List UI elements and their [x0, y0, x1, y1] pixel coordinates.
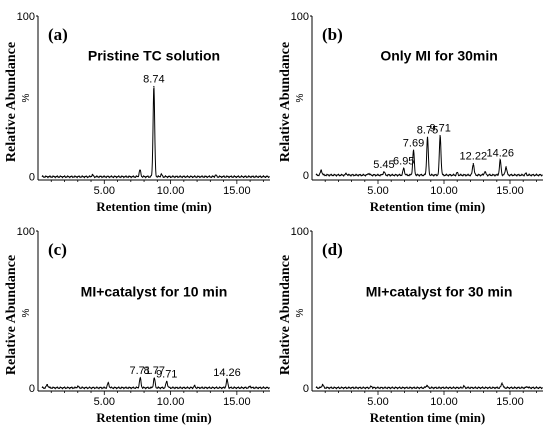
y-unit-label: %: [295, 93, 306, 102]
chart-annotation: MI+catalyst for 10 min: [81, 284, 228, 300]
x-axis-label: Retention time (min): [370, 410, 486, 425]
peak-label: 5.45: [373, 159, 394, 171]
x-tick-label: 15.00: [496, 396, 524, 408]
peak-label: 14.26: [486, 147, 514, 159]
peak-label: 9.71: [156, 368, 177, 380]
y-tick-label: 0: [303, 383, 309, 395]
y-tick-label: 0: [29, 383, 35, 395]
chart-annotation: MI+catalyst for 30 min: [366, 284, 513, 300]
x-tick-label: 15.00: [223, 396, 251, 408]
peak-point: [501, 382, 503, 384]
peak-label: 14.26: [213, 367, 241, 379]
x-tick-label: 15.00: [496, 185, 524, 197]
peak-point: [383, 171, 385, 173]
peak-point: [484, 171, 486, 173]
peak-label: 12.22: [460, 151, 488, 163]
x-tick-label: 10.00: [430, 185, 458, 197]
x-tick-label: 15.00: [223, 185, 251, 197]
y-unit-label: %: [21, 308, 32, 317]
y-tick-label: 100: [17, 11, 35, 23]
x-axis-label: Retention time (min): [96, 410, 212, 425]
x-tick-label: 10.00: [157, 185, 185, 197]
y-tick-label: 0: [303, 170, 309, 182]
peak-point: [412, 149, 415, 152]
peak-point: [107, 382, 109, 384]
peak-label: 8.77: [144, 365, 165, 377]
chromatogram-trace: [315, 382, 543, 390]
x-tick-label: 10.00: [157, 396, 185, 408]
peak-label: 8.74: [143, 74, 164, 86]
x-tick-label: 5.00: [94, 396, 115, 408]
panel-label: (b): [322, 25, 343, 44]
peak-point: [139, 169, 141, 171]
peak-point: [139, 377, 141, 379]
peak-point: [426, 136, 429, 138]
peak-label: 7.69: [403, 137, 424, 149]
y-unit-label: %: [295, 308, 306, 317]
peak-point: [403, 167, 405, 170]
y-axis-label: Relative Abundance: [4, 42, 19, 162]
y-tick-label: 100: [291, 11, 309, 23]
peak-point: [46, 384, 48, 386]
peak-point: [499, 159, 501, 161]
chart-annotation: Pristine TC solution: [88, 47, 220, 63]
peak-label: 9.71: [429, 123, 450, 135]
panel-label: (d): [322, 240, 343, 259]
x-axis-label: Retention time (min): [370, 199, 486, 214]
y-tick-label: 100: [291, 226, 309, 238]
peak-point: [226, 379, 228, 381]
peak-point: [166, 380, 168, 382]
peak-point: [320, 169, 322, 171]
peak-point: [505, 166, 507, 168]
x-tick-label: 5.00: [94, 185, 115, 197]
peak-label: 7.71: [130, 365, 151, 377]
y-axis-label: Relative Abundance: [4, 255, 19, 375]
peak-point: [321, 384, 324, 386]
chromatogram-trace: [41, 376, 270, 390]
y-axis-label: Relative Abundance: [278, 42, 293, 162]
y-tick-label: 0: [29, 172, 35, 184]
chromatogram-trace: [315, 134, 543, 177]
peak-label: 8.75: [417, 124, 438, 136]
x-axis-label: Retention time (min): [96, 199, 212, 214]
x-tick-label: 5.00: [367, 396, 388, 408]
chart-annotation: Only MI for 30min: [380, 47, 497, 63]
y-unit-label: %: [21, 93, 32, 102]
y-tick-label: 100: [17, 226, 35, 238]
peak-point: [426, 384, 428, 386]
x-tick-label: 10.00: [430, 396, 458, 408]
peak-point: [439, 135, 441, 137]
y-axis-label: Relative Abundance: [278, 255, 293, 375]
x-tick-label: 5.00: [367, 185, 388, 197]
peak-point: [472, 163, 474, 165]
chromatogram-trace: [41, 87, 270, 179]
panel-label: (a): [48, 25, 68, 44]
peak-point: [153, 85, 155, 88]
peak-point: [153, 377, 155, 379]
panel-label: (c): [48, 240, 67, 259]
peak-label: 6.95: [393, 156, 414, 168]
